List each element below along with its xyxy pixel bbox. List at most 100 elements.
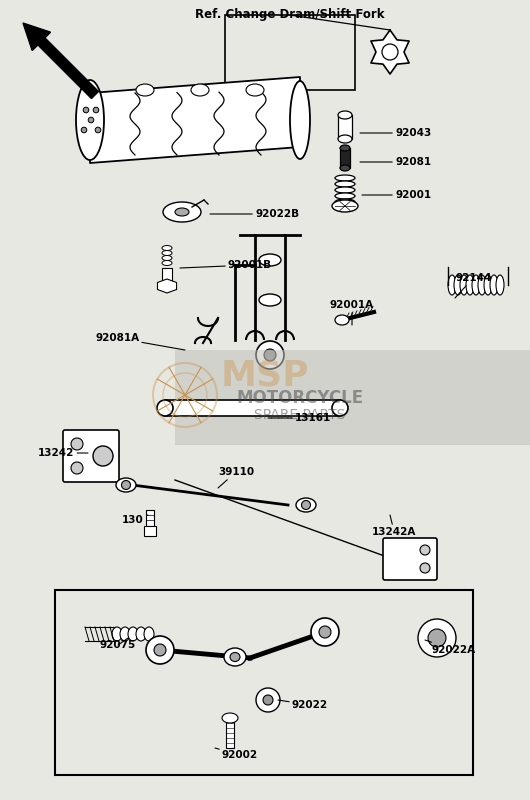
Text: 92075: 92075 [100, 638, 136, 650]
FancyArrow shape [23, 23, 99, 98]
Ellipse shape [332, 400, 348, 416]
Bar [225, 15, 355, 90]
Bar [175, 350, 530, 445]
Ellipse shape [191, 84, 209, 96]
Ellipse shape [162, 250, 172, 255]
Ellipse shape [335, 315, 349, 325]
Ellipse shape [340, 145, 350, 151]
Bar [55, 590, 473, 775]
Text: 13242: 13242 [38, 448, 88, 458]
Circle shape [311, 618, 339, 646]
Circle shape [71, 462, 83, 474]
Circle shape [121, 481, 130, 490]
Ellipse shape [296, 498, 316, 512]
Circle shape [418, 619, 456, 657]
Circle shape [302, 501, 311, 510]
Text: 92001B: 92001B [180, 260, 272, 270]
Circle shape [83, 107, 89, 113]
Circle shape [256, 688, 280, 712]
Ellipse shape [162, 246, 172, 250]
Ellipse shape [454, 275, 462, 295]
Ellipse shape [162, 261, 172, 266]
Ellipse shape [448, 275, 456, 295]
Text: Ref. Change Dram/Shift Fork: Ref. Change Dram/Shift Fork [195, 8, 385, 21]
Ellipse shape [112, 627, 122, 641]
Ellipse shape [230, 653, 240, 662]
Circle shape [71, 438, 83, 450]
Polygon shape [90, 77, 300, 163]
Text: 92081: 92081 [360, 157, 431, 167]
Ellipse shape [472, 275, 480, 295]
Ellipse shape [340, 165, 350, 171]
Ellipse shape [335, 181, 355, 187]
Circle shape [264, 349, 276, 361]
Ellipse shape [382, 44, 398, 60]
Bar [162, 268, 172, 282]
Circle shape [154, 644, 166, 656]
Ellipse shape [338, 135, 352, 143]
Ellipse shape [136, 627, 146, 641]
Text: 92001: 92001 [362, 190, 431, 200]
Circle shape [263, 695, 273, 705]
Ellipse shape [460, 275, 468, 295]
Ellipse shape [259, 294, 281, 306]
Ellipse shape [332, 200, 358, 212]
Polygon shape [157, 279, 176, 293]
Text: SPARE PARTS: SPARE PARTS [254, 408, 346, 422]
Text: 92144: 92144 [455, 273, 491, 298]
Circle shape [428, 629, 446, 647]
Circle shape [95, 127, 101, 133]
Ellipse shape [466, 275, 474, 295]
Ellipse shape [120, 627, 130, 641]
Ellipse shape [136, 84, 154, 96]
Circle shape [93, 446, 113, 466]
Ellipse shape [259, 254, 281, 266]
Text: 92081A: 92081A [95, 333, 185, 350]
Ellipse shape [175, 208, 189, 216]
Circle shape [93, 107, 99, 113]
Circle shape [81, 127, 87, 133]
Ellipse shape [157, 400, 173, 416]
Ellipse shape [246, 84, 264, 96]
Text: 130: 130 [122, 515, 148, 525]
Ellipse shape [484, 275, 492, 295]
Text: 92022A: 92022A [425, 640, 476, 655]
Ellipse shape [76, 80, 104, 160]
Ellipse shape [335, 193, 355, 199]
Circle shape [256, 341, 284, 369]
Ellipse shape [338, 111, 352, 119]
Circle shape [88, 118, 94, 122]
Text: 92022B: 92022B [210, 209, 299, 219]
Polygon shape [371, 30, 409, 74]
Circle shape [420, 563, 430, 573]
Bar [340, 148, 350, 168]
Bar [144, 526, 156, 536]
FancyBboxPatch shape [383, 538, 437, 580]
Ellipse shape [163, 202, 201, 222]
Bar [338, 115, 352, 139]
Text: 13242A: 13242A [372, 515, 417, 537]
Circle shape [319, 626, 331, 638]
Ellipse shape [290, 81, 310, 159]
Bar [165, 400, 340, 416]
Ellipse shape [116, 478, 136, 492]
Bar [226, 718, 234, 748]
Ellipse shape [162, 255, 172, 261]
Bar [146, 510, 154, 526]
Ellipse shape [224, 648, 246, 666]
Text: 39110: 39110 [218, 467, 254, 488]
Text: 13161: 13161 [268, 413, 331, 423]
Circle shape [146, 636, 174, 664]
Text: MOTORCYCLE: MOTORCYCLE [236, 389, 364, 407]
Ellipse shape [478, 275, 486, 295]
Circle shape [420, 545, 430, 555]
FancyBboxPatch shape [63, 430, 119, 482]
Ellipse shape [222, 713, 238, 723]
Ellipse shape [496, 275, 504, 295]
Ellipse shape [335, 175, 355, 181]
Ellipse shape [335, 187, 355, 193]
Text: 92001A: 92001A [330, 300, 374, 325]
Text: 92002: 92002 [215, 748, 258, 760]
Ellipse shape [335, 199, 355, 205]
Ellipse shape [144, 627, 154, 641]
